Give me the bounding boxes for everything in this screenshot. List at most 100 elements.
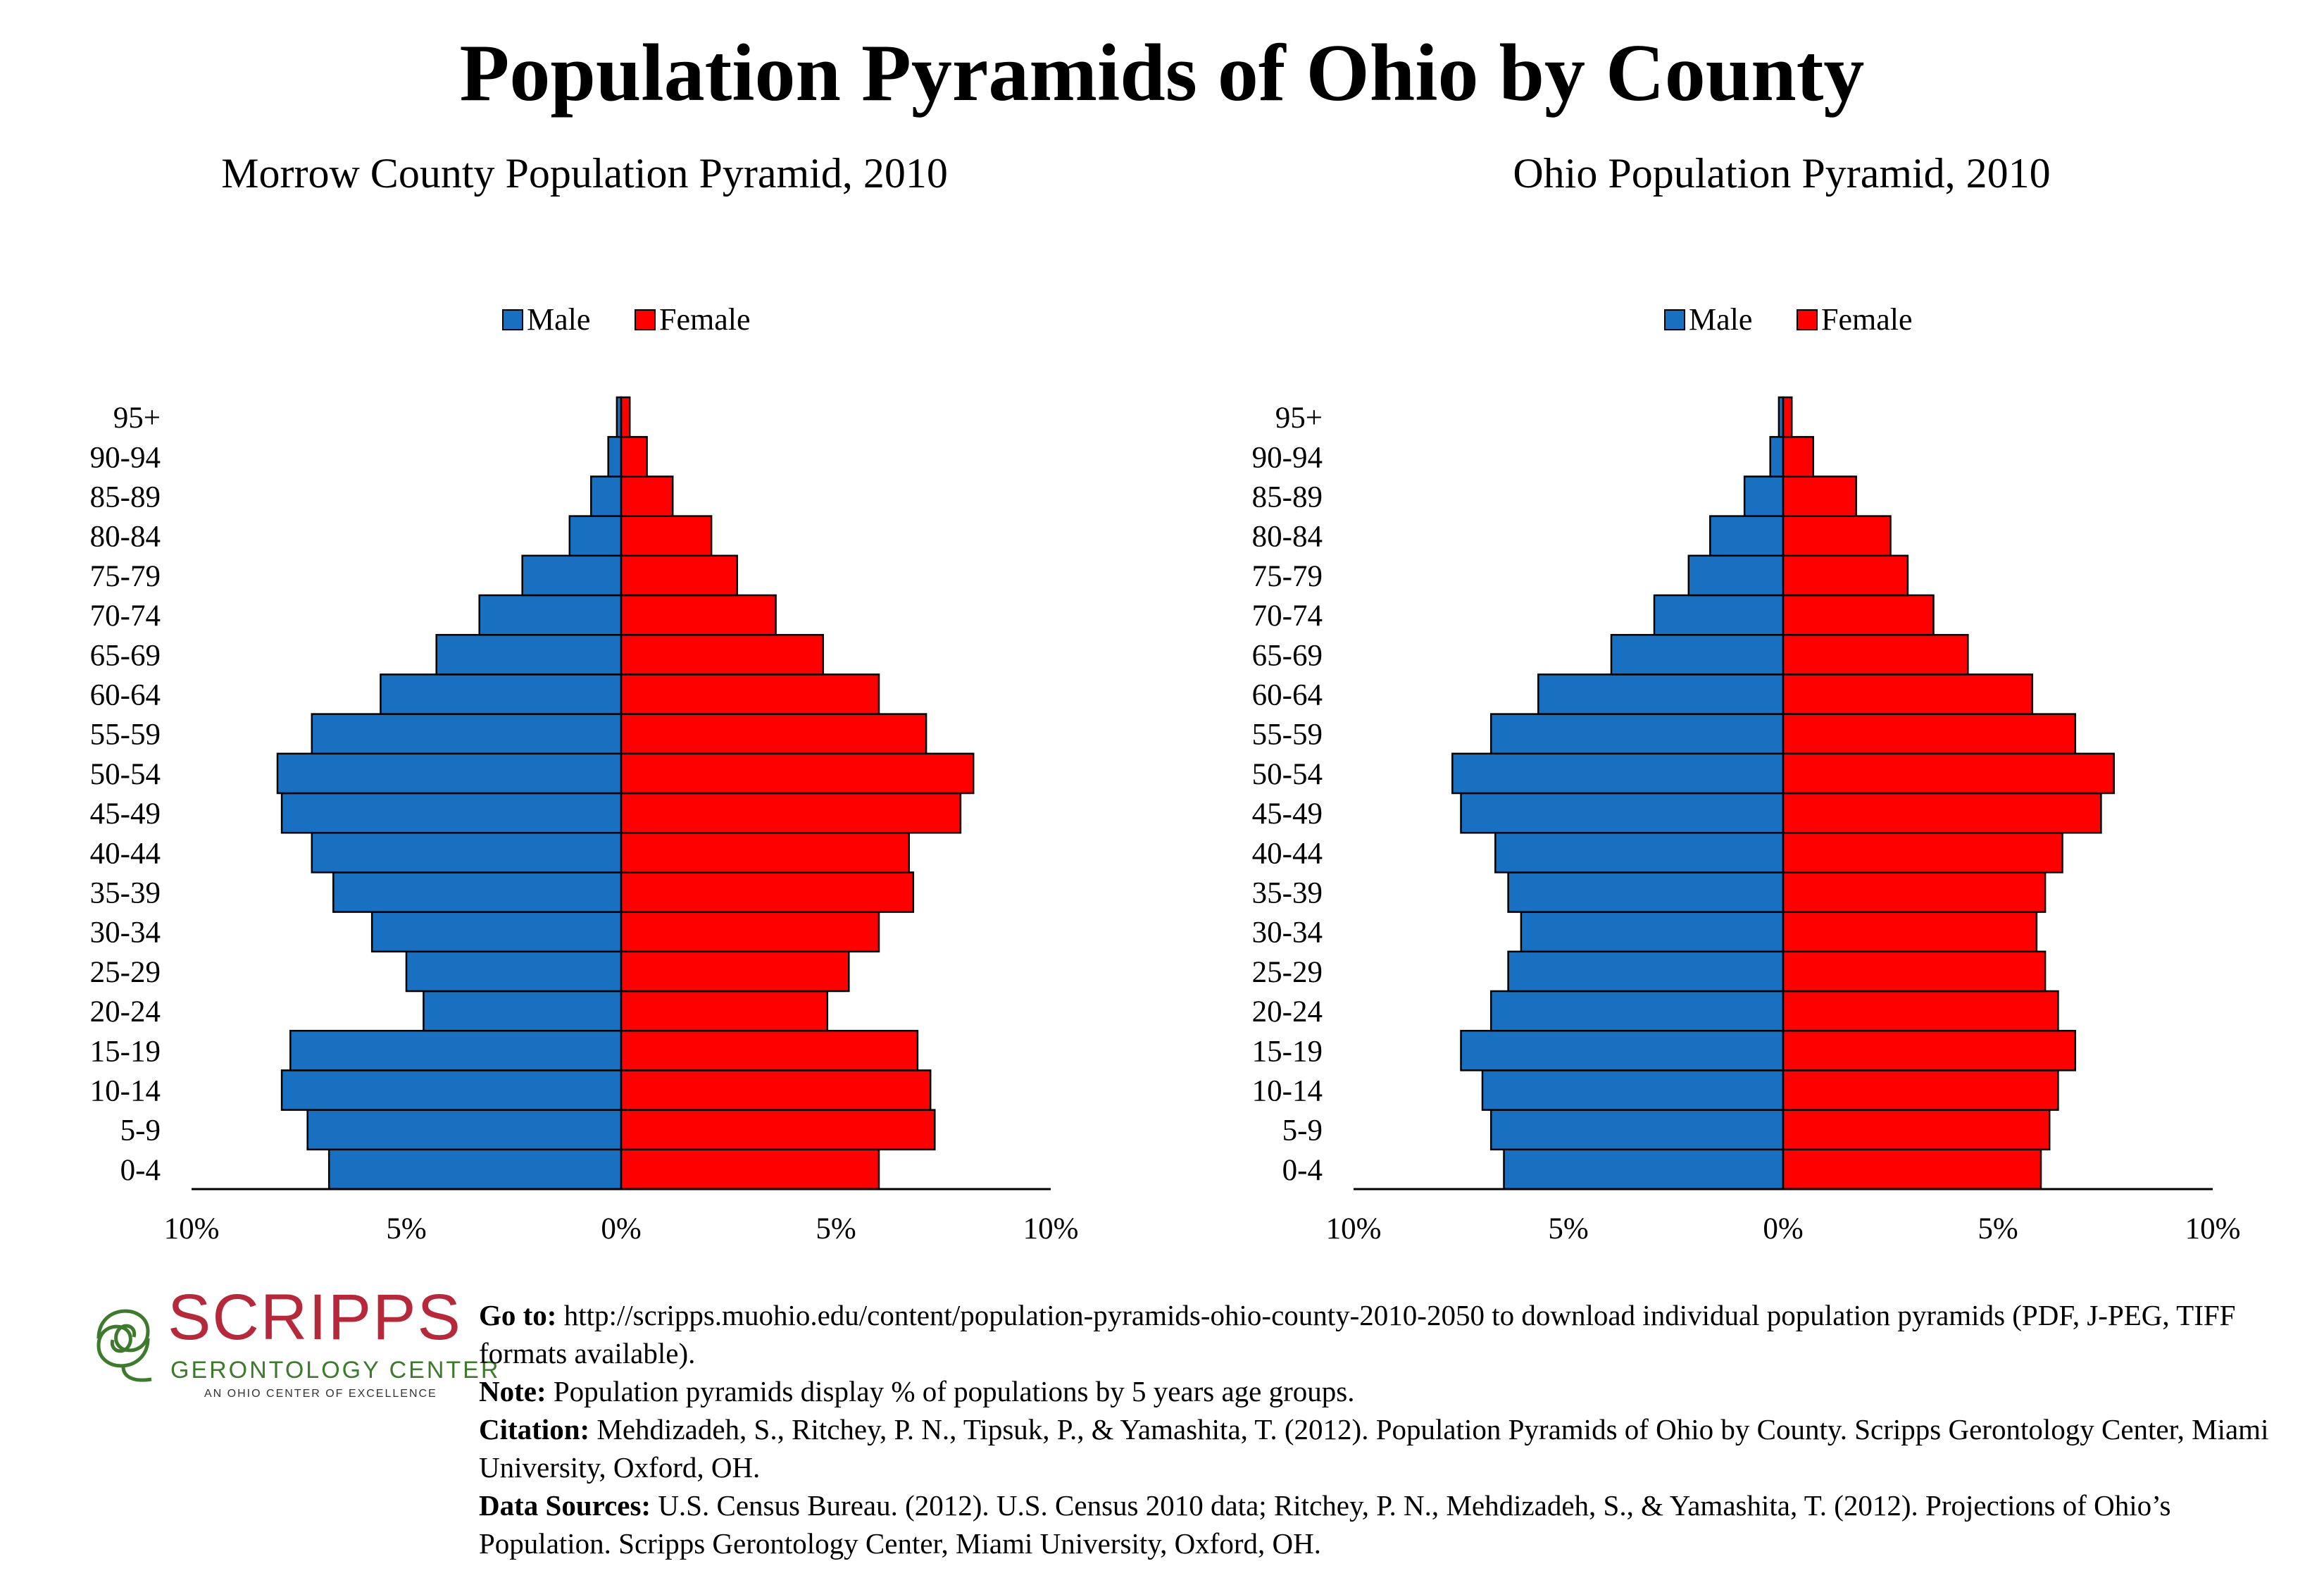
ohio-bar-female-90-94	[1782, 435, 1814, 478]
ohio-bar-female-20-24	[1782, 990, 2059, 1032]
morrow-age-label-40-44: 40-44	[90, 837, 161, 870]
ohio-legend: Male Female	[1664, 302, 1913, 337]
morrow-x-tick-3: 5%	[816, 1212, 856, 1245]
ohio-age-label-50-54: 50-54	[1252, 758, 1323, 791]
morrow-bar-male-55-59	[311, 713, 623, 755]
ohio-bar-male-75-79	[1687, 554, 1785, 597]
ohio-x-tick-4: 10%	[2185, 1212, 2241, 1245]
morrow-x-tick-2: 0%	[601, 1212, 641, 1245]
ohio-age-label-40-44: 40-44	[1252, 837, 1323, 870]
citation-label: Citation:	[479, 1413, 590, 1446]
morrow-age-label-45-49: 45-49	[90, 797, 161, 831]
morrow-bar-male-25-29	[405, 950, 623, 993]
morrow-bar-male-50-54	[276, 752, 623, 795]
morrow-age-label-50-54: 50-54	[90, 758, 161, 791]
ohio-age-label-70-74: 70-74	[1252, 599, 1323, 633]
ohio-age-label-45-49: 45-49	[1252, 797, 1323, 831]
ohio-bar-female-30-34	[1782, 911, 2038, 953]
ohio-bar-female-65-69	[1782, 633, 1969, 676]
ohio-bar-female-25-29	[1782, 950, 2047, 993]
ohio-bar-male-80-84	[1709, 515, 1785, 557]
ohio-age-label-85-89: 85-89	[1252, 481, 1323, 514]
ohio-bar-male-85-89	[1743, 476, 1785, 517]
morrow-bar-female-35-39	[620, 871, 915, 913]
ohio-age-label-90-94: 90-94	[1252, 441, 1323, 474]
morrow-bar-male-10-14	[280, 1069, 623, 1111]
morrow-x-tick-1: 5%	[386, 1212, 426, 1245]
ohio-bar-male-5-9	[1489, 1109, 1785, 1151]
morrow-bar-female-70-74	[620, 594, 777, 636]
ohio-x-tick-3: 5%	[1978, 1212, 2018, 1245]
ohio-x-tick-1: 5%	[1548, 1212, 1588, 1245]
chart-title-morrow: Morrow County Population Pyramid, 2010	[221, 150, 948, 197]
legend-female-swatch	[1797, 309, 1818, 330]
note-text: Population pyramids display % of populat…	[553, 1375, 1355, 1407]
ohio-age-label-15-19: 15-19	[1252, 1035, 1323, 1068]
ohio-bar-male-20-24	[1489, 990, 1785, 1032]
ohio-bar-male-70-74	[1653, 594, 1785, 636]
morrow-bar-male-30-34	[370, 911, 623, 953]
ohio-bar-female-40-44	[1782, 831, 2063, 874]
ohio-age-label-10-14: 10-14	[1252, 1075, 1323, 1108]
morrow-age-label-5-9: 5-9	[120, 1114, 161, 1148]
legend-male-swatch	[1664, 309, 1685, 330]
ohio-age-label-25-29: 25-29	[1252, 956, 1323, 989]
ohio-age-label-95+: 95+	[1275, 402, 1323, 435]
ohio-age-label-75-79: 75-79	[1252, 560, 1323, 593]
goto-label: Go to:	[479, 1299, 557, 1331]
ohio-bar-male-25-29	[1507, 950, 1785, 993]
morrow-bar-female-60-64	[620, 673, 880, 715]
morrow-bar-male-15-19	[289, 1029, 623, 1071]
footer-note: Note: Population pyramids display % of p…	[479, 1372, 2310, 1410]
morrow-age-label-80-84: 80-84	[90, 521, 161, 554]
ohio-bar-male-60-64	[1537, 673, 1785, 715]
ohio-bar-female-75-79	[1782, 554, 1909, 597]
morrow-bar-male-90-94	[607, 435, 623, 478]
ohio-bar-female-10-14	[1782, 1069, 2059, 1111]
morrow-bar-female-5-9	[620, 1109, 936, 1151]
legend-male-label: Male	[527, 302, 590, 337]
ohio-age-label-30-34: 30-34	[1252, 916, 1323, 950]
morrow-age-label-85-89: 85-89	[90, 481, 161, 514]
morrow-bar-male-60-64	[380, 673, 623, 715]
goto-text: http://scripps.muohio.edu/content/popula…	[479, 1299, 2236, 1369]
ohio-bar-male-40-44	[1494, 831, 1785, 874]
morrow-bar-female-40-44	[620, 831, 910, 874]
morrow-bar-female-25-29	[620, 950, 850, 993]
ohio-bar-male-65-69	[1610, 633, 1785, 676]
morrow-bar-male-5-9	[306, 1109, 623, 1151]
morrow-bar-male-65-69	[435, 633, 623, 676]
ohio-age-label-55-59: 55-59	[1252, 719, 1323, 752]
ohio-age-label-65-69: 65-69	[1252, 639, 1323, 672]
legend-female-swatch	[635, 309, 656, 330]
ohio-age-label-35-39: 35-39	[1252, 877, 1323, 910]
ohio-bar-male-90-94	[1769, 435, 1785, 478]
morrow-age-label-10-14: 10-14	[90, 1075, 161, 1108]
citation-text: Mehdizadeh, S., Ritchey, P. N., Tipsuk, …	[479, 1413, 2269, 1484]
ohio-bar-male-10-14	[1481, 1069, 1785, 1111]
morrow-legend: Male Female	[502, 302, 751, 337]
morrow-bar-male-75-79	[521, 554, 623, 597]
ohio-bar-female-35-39	[1782, 871, 2047, 913]
morrow-bar-female-75-79	[620, 554, 738, 597]
swirl-icon	[96, 1309, 152, 1382]
morrow-bar-female-45-49	[620, 792, 962, 834]
page-title: Population Pyramids of Ohio by County	[459, 28, 1865, 118]
morrow-age-label-65-69: 65-69	[90, 639, 161, 672]
legend-male-swatch	[502, 309, 523, 330]
morrow-bar-female-95+	[620, 396, 631, 438]
morrow-age-label-95+: 95+	[113, 402, 161, 435]
ohio-bar-female-80-84	[1782, 515, 1892, 557]
morrow-x-tick-0: 10%	[164, 1212, 220, 1245]
ohio-bar-male-55-59	[1489, 713, 1785, 755]
ohio-bar-female-55-59	[1782, 713, 2077, 755]
morrow-bar-female-30-34	[620, 911, 880, 953]
morrow-age-label-90-94: 90-94	[90, 441, 161, 474]
ohio-bar-male-45-49	[1460, 792, 1785, 834]
morrow-bar-male-0-4	[327, 1148, 623, 1191]
morrow-bar-male-85-89	[590, 476, 623, 517]
morrow-bar-male-35-39	[332, 871, 623, 913]
ohio-bar-male-50-54	[1451, 752, 1785, 795]
ohio-bar-female-85-89	[1782, 476, 1857, 517]
morrow-bar-female-85-89	[620, 476, 674, 517]
